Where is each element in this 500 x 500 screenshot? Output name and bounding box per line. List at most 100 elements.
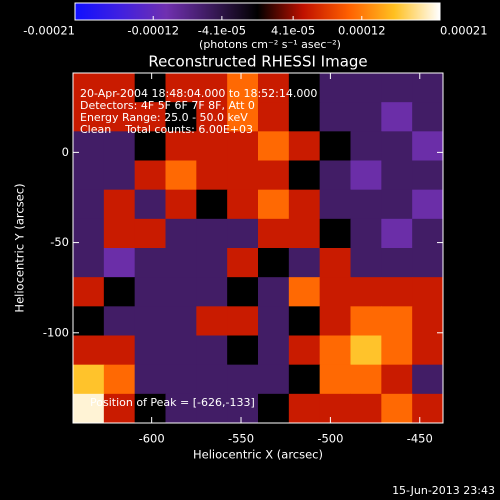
heatmap-cell xyxy=(134,73,166,103)
heatmap-cell xyxy=(103,131,136,161)
heatmap-cell xyxy=(196,335,228,366)
heatmap-cell xyxy=(381,277,413,307)
heatmap-cell xyxy=(258,393,290,423)
x-tick-label: -550 xyxy=(228,432,254,446)
heatmap-cell xyxy=(165,393,197,423)
heatmap-cell xyxy=(319,306,351,336)
heatmap-cell xyxy=(165,306,197,336)
y-axis-label: Heliocentric Y (arcsec) xyxy=(13,183,27,312)
heatmap-cell xyxy=(165,248,197,278)
heatmap-cell xyxy=(319,160,351,191)
heatmap-cell xyxy=(227,306,259,336)
heatmap-cell xyxy=(288,131,321,161)
heatmap-cell xyxy=(381,393,413,423)
chart-title: Reconstructed RHESSI Image xyxy=(148,53,367,71)
heatmap-cell xyxy=(381,73,413,103)
heatmap-cell xyxy=(381,189,413,220)
heatmap-cell xyxy=(412,306,443,336)
heatmap-cell xyxy=(165,364,197,395)
heatmap-cell xyxy=(196,306,228,336)
heatmap-cell xyxy=(350,393,382,423)
colorbar-tick-label: -0.00021 xyxy=(23,24,75,38)
heatmap-cell xyxy=(288,335,321,366)
heatmap-cell xyxy=(196,102,228,132)
annotation: Clean Total counts: 6.00E+03 xyxy=(80,123,253,136)
heatmap-cell xyxy=(258,102,290,132)
heatmap-cell xyxy=(103,189,136,220)
heatmap-cell xyxy=(134,306,166,336)
heatmap-cell xyxy=(103,160,136,191)
heatmap-cell xyxy=(227,335,259,366)
heatmap-cell xyxy=(412,73,443,103)
heatmap-cell xyxy=(258,160,290,191)
heatmap-cell xyxy=(73,218,105,249)
heatmap-cell xyxy=(412,131,443,161)
heatmap-cell xyxy=(319,73,351,103)
heatmap-cell xyxy=(103,248,136,278)
annotation: 20-Apr-2004 18:48:04.000 to 18:52:14.000 xyxy=(80,87,317,100)
heatmap-cell xyxy=(288,160,321,191)
heatmap-cell xyxy=(227,248,259,278)
heatmap-cell xyxy=(196,277,228,307)
heatmap-cell xyxy=(134,248,166,278)
heatmap-cell xyxy=(412,160,443,191)
colorbar xyxy=(75,3,440,20)
heatmap-cell xyxy=(258,189,290,220)
heatmap-cell xyxy=(165,335,197,366)
heatmap-cell xyxy=(165,277,197,307)
heatmap-cell xyxy=(227,131,259,161)
heatmap-cell xyxy=(103,218,136,249)
heatmap-cell xyxy=(412,218,443,249)
heatmap-cell xyxy=(319,189,351,220)
peak-label: Position of Peak = [-626,-133] xyxy=(90,396,255,409)
heatmap-cell xyxy=(103,306,136,336)
heatmap-cell xyxy=(103,73,136,103)
heatmap-cell xyxy=(350,306,382,336)
heatmap-cell xyxy=(134,277,166,307)
heatmap-cell xyxy=(227,189,259,220)
heatmap-cell xyxy=(73,160,105,191)
heatmap-cell xyxy=(258,364,290,395)
x-tick-label: -600 xyxy=(139,432,165,446)
colorbar-label: (photons cm⁻² s⁻¹ asec⁻²) xyxy=(199,38,341,51)
plot-frame xyxy=(72,72,444,424)
y-tick-label: -100 xyxy=(43,325,69,339)
heatmap-cell xyxy=(412,248,443,278)
annotation: Detectors: 4F 5F 6F 7F 8F, Att 0 xyxy=(80,99,255,112)
heatmap-cell xyxy=(227,102,259,132)
heatmap-cell xyxy=(196,189,228,220)
heatmap-cell xyxy=(134,218,166,249)
heatmap-cell xyxy=(350,248,382,278)
x-axis-label: Heliocentric X (arcsec) xyxy=(193,448,323,462)
heatmap-cell xyxy=(319,393,351,423)
heatmap-cell xyxy=(134,131,166,161)
heatmap-cell xyxy=(319,277,351,307)
heatmap-cell xyxy=(288,364,321,395)
heatmap-cell xyxy=(381,160,413,191)
heatmap-cell xyxy=(319,131,351,161)
heatmap-cell xyxy=(73,277,105,307)
heatmap-cell xyxy=(196,393,228,423)
heatmap-cell xyxy=(288,73,321,103)
colorbar-tick-label: -0.00012 xyxy=(127,24,179,38)
image xyxy=(73,73,443,423)
heatmap-cell xyxy=(134,160,166,191)
colorbar-frame xyxy=(74,2,441,21)
heatmap-cell xyxy=(134,102,166,132)
heatmap-cell xyxy=(381,131,413,161)
heatmap-cell xyxy=(319,102,351,132)
heatmap-cell xyxy=(381,248,413,278)
heatmap-cell xyxy=(412,102,443,132)
heatmap-cell xyxy=(319,335,351,366)
heatmap-cell xyxy=(165,189,197,220)
heatmap-cell xyxy=(73,189,105,220)
heatmap-cell xyxy=(288,218,321,249)
heatmap-cell xyxy=(288,189,321,220)
heatmap-cell xyxy=(196,73,228,103)
heatmap-cell xyxy=(103,277,136,307)
heatmap-cell xyxy=(134,393,166,423)
colorbar-tick-label: 0.00012 xyxy=(338,24,386,38)
heatmap-cell xyxy=(412,335,443,366)
heatmap-cell xyxy=(73,73,105,103)
